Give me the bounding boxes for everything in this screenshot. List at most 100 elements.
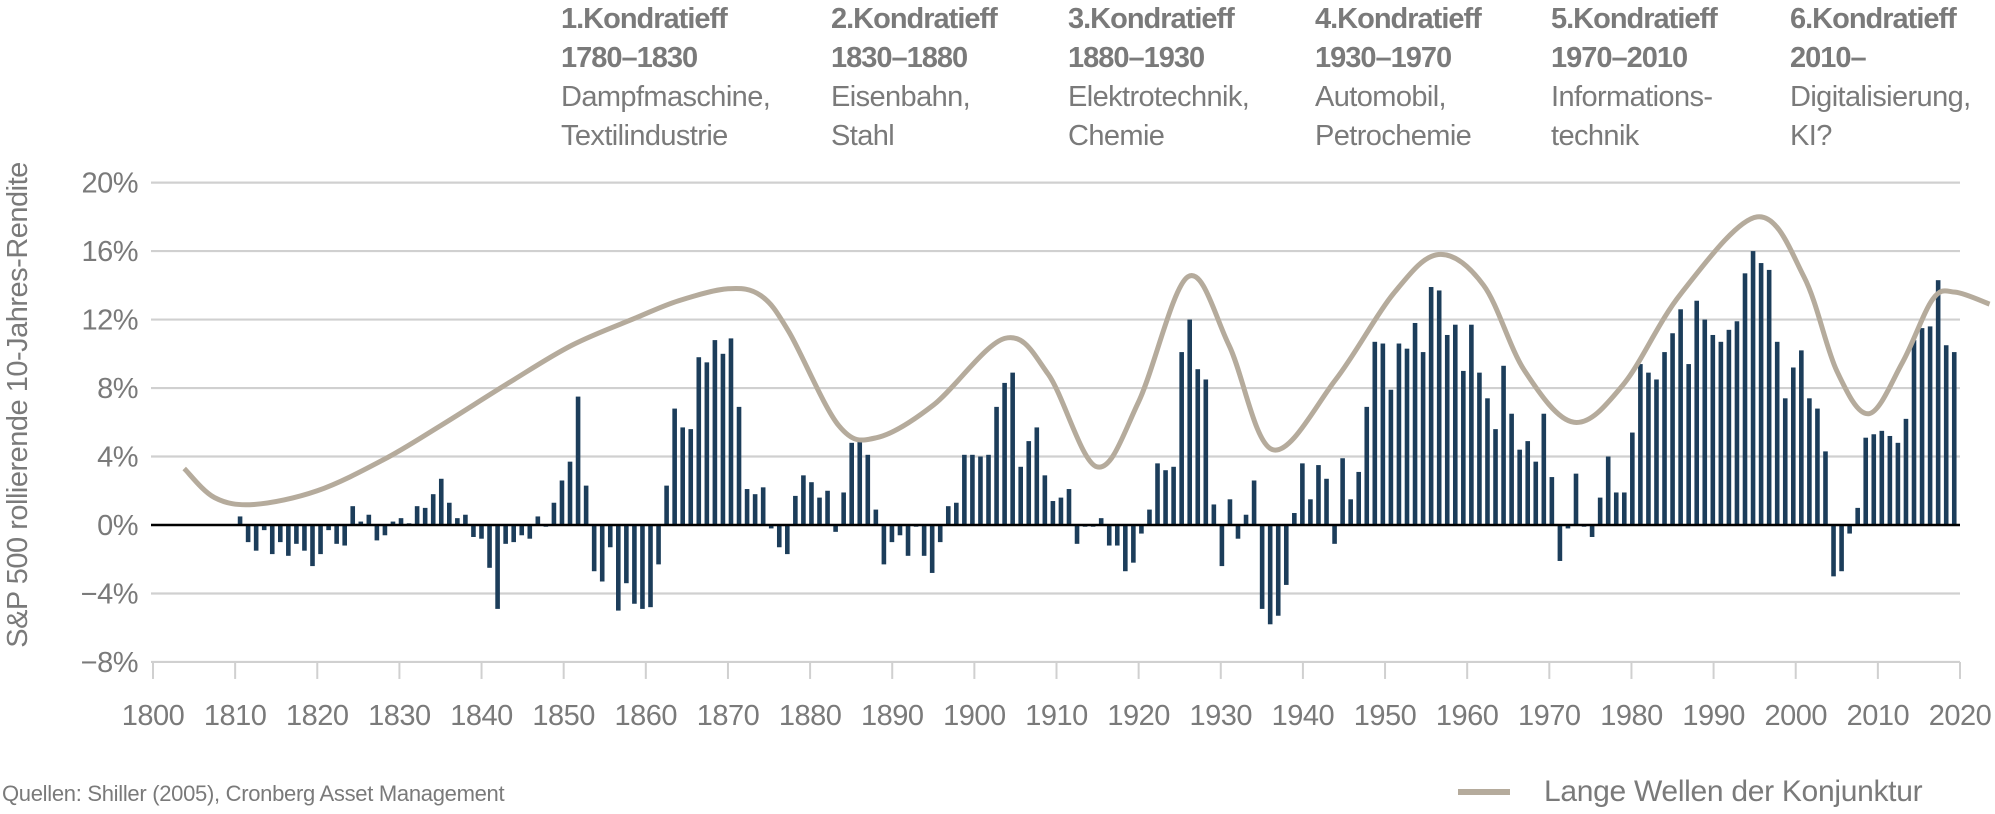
bar (1589, 525, 1595, 537)
x-tick-label: 1990 (1682, 700, 1745, 732)
kondratieff-period: 1780–1830 (561, 42, 698, 74)
bar (1662, 352, 1667, 525)
bar (1871, 434, 1877, 525)
bar (1517, 449, 1522, 525)
bar (1718, 341, 1724, 525)
bar (1573, 473, 1579, 525)
bar (833, 525, 838, 532)
bar (817, 497, 822, 525)
y-axis-title: S&P 500 rollierende 10-Jahres-Rendite (2, 162, 34, 648)
bar (1364, 406, 1370, 525)
y-tick-label: 20% (81, 168, 138, 200)
bar (696, 357, 702, 525)
bar (1026, 441, 1032, 525)
bar (302, 525, 307, 551)
bar (1396, 343, 1402, 525)
bar (849, 442, 854, 525)
bar (1477, 372, 1482, 525)
bar (294, 525, 299, 544)
bar (1308, 499, 1313, 525)
bar (350, 506, 356, 525)
bar (253, 525, 259, 551)
bar (640, 525, 645, 609)
bar (447, 502, 452, 525)
bar (905, 525, 911, 556)
bar (358, 521, 364, 525)
bar (1050, 501, 1056, 525)
bar (318, 525, 323, 555)
kondratieff-period: 1930–1970 (1315, 42, 1452, 74)
bar (1098, 518, 1104, 525)
bar (1927, 326, 1933, 525)
bar (1879, 430, 1885, 525)
kondratieff-period: 1830–1880 (831, 42, 968, 74)
bar (793, 495, 798, 525)
bar (390, 521, 396, 525)
bar (897, 525, 903, 536)
bar (503, 525, 508, 544)
kondratieff-period: 1880–1930 (1068, 42, 1205, 74)
kondratieff-desc: Digitalisierung, (1790, 81, 1971, 113)
bar (422, 507, 428, 525)
bar (366, 514, 372, 525)
bar (591, 525, 597, 572)
bar (1638, 364, 1643, 525)
bar (954, 502, 959, 525)
bar (1758, 263, 1764, 525)
bar (624, 525, 629, 584)
bar (1734, 321, 1740, 525)
bar (841, 492, 846, 525)
x-tick-label: 1810 (204, 700, 267, 732)
bar (1042, 475, 1048, 525)
bar (1034, 427, 1040, 525)
kondratieff-column-6: 6.Kondratieff 2010– Digitalisierung, KI? (1790, 0, 1971, 156)
bar (286, 525, 291, 556)
bar (1332, 525, 1337, 544)
bar (1139, 525, 1144, 534)
bar (237, 516, 243, 525)
bar (1106, 525, 1112, 546)
bar (881, 525, 887, 565)
y-tick-label: 0% (97, 510, 138, 542)
bar (704, 362, 710, 525)
bar (1742, 273, 1748, 525)
kondratieff-desc: Chemie (1068, 120, 1165, 152)
bar (1750, 251, 1756, 525)
bar (1525, 441, 1531, 525)
bar (1066, 489, 1072, 525)
bar (616, 525, 621, 611)
bar (495, 525, 500, 609)
bar (1597, 497, 1603, 525)
bar (599, 525, 605, 582)
bar (680, 427, 685, 525)
bar (728, 338, 734, 525)
bar (374, 525, 380, 541)
x-tick-label: 1870 (697, 700, 760, 732)
bar (1420, 352, 1426, 525)
bar (1774, 341, 1780, 525)
bar (559, 480, 565, 525)
y-tick-label: 16% (81, 236, 138, 268)
kondratieff-desc: Petrochemie (1315, 120, 1472, 152)
kondratieff-column-3: 3.Kondratieff 1880–1930 Elektrotechnik, … (1068, 0, 1250, 156)
bar (1002, 382, 1007, 525)
bar (1493, 429, 1498, 525)
x-tick-label: 1820 (286, 700, 349, 732)
bar (1678, 309, 1683, 525)
bar (1782, 398, 1788, 525)
bar (986, 454, 991, 525)
x-tick-label: 1920 (1107, 700, 1170, 732)
bar (921, 525, 927, 556)
bar (1187, 319, 1193, 525)
bar (1855, 507, 1860, 525)
bar (994, 406, 999, 525)
bar (310, 525, 315, 567)
bar (342, 525, 347, 546)
bar (1436, 290, 1442, 525)
kondratieff-title: 1.Kondratieff (561, 3, 728, 35)
bar (1074, 525, 1080, 544)
y-tick-label: 4% (97, 442, 138, 474)
bar (1340, 458, 1345, 525)
x-tick-label: 1800 (122, 700, 185, 732)
x-tick-label: 1850 (532, 700, 595, 732)
